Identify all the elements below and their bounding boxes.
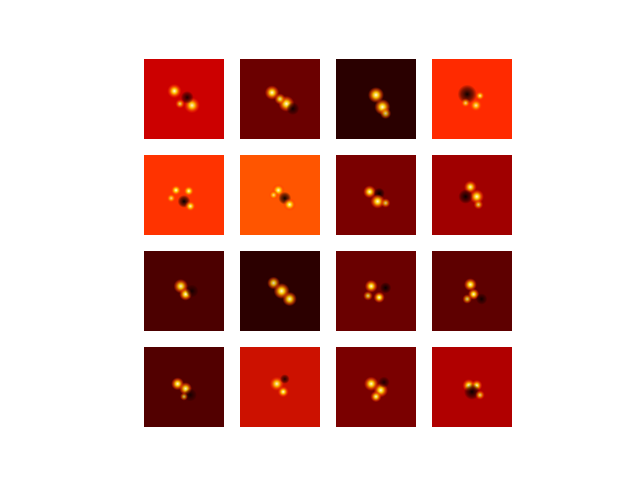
bright-spot	[475, 390, 485, 400]
bright-spot	[282, 291, 297, 307]
heatmap-panel	[144, 155, 224, 235]
bright-spot	[175, 99, 185, 109]
bright-spot	[380, 198, 391, 208]
heatmap-panel	[432, 251, 512, 331]
bright-spot	[166, 193, 176, 203]
heatmap-panel	[432, 155, 512, 235]
bright-spot	[460, 98, 471, 108]
bright-spot	[469, 99, 483, 112]
heatmap-panel	[144, 59, 224, 139]
bright-spot	[274, 93, 286, 105]
heatmap-panel	[336, 347, 416, 427]
panel-background	[336, 251, 416, 331]
bright-spot	[473, 199, 484, 210]
bright-spot	[469, 189, 484, 204]
heatmap-panel	[336, 155, 416, 235]
bright-spot	[283, 198, 296, 212]
bright-spot	[170, 184, 182, 196]
dark-spot	[286, 102, 300, 115]
bright-spot	[462, 294, 473, 304]
heatmap-panel	[144, 347, 224, 427]
bright-spot	[373, 291, 385, 303]
dark-spot	[180, 91, 194, 104]
dark-spot	[457, 84, 477, 104]
bright-spot	[167, 83, 182, 99]
bright-spot	[464, 278, 477, 291]
heatmap-panel	[336, 251, 416, 331]
dark-spot	[378, 376, 390, 388]
heatmap-panel	[240, 155, 320, 235]
heatmap-panel	[432, 59, 512, 139]
bright-spot	[363, 185, 376, 199]
bright-spot	[475, 91, 485, 101]
bright-spot	[363, 291, 373, 301]
bright-spot	[380, 107, 392, 119]
bright-spot	[183, 185, 195, 197]
dark-spot	[380, 282, 392, 294]
bright-spot	[370, 391, 382, 403]
dark-spot	[458, 189, 473, 204]
bright-spot	[368, 87, 384, 103]
heatmap-panel	[240, 347, 320, 427]
dark-spot	[476, 293, 488, 305]
dark-spot	[185, 284, 199, 298]
bright-spot	[184, 200, 196, 212]
bright-spot	[370, 194, 385, 209]
heatmap-panel	[240, 251, 320, 331]
heatmap-panel	[432, 347, 512, 427]
dark-spot	[280, 374, 290, 384]
heatmap-panel	[144, 251, 224, 331]
bright-spot	[364, 279, 378, 293]
bright-spot	[180, 392, 188, 401]
heatmap-panel	[240, 59, 320, 139]
heatmap-panel	[336, 59, 416, 139]
bright-spot	[277, 386, 289, 398]
bright-spot	[268, 190, 279, 200]
